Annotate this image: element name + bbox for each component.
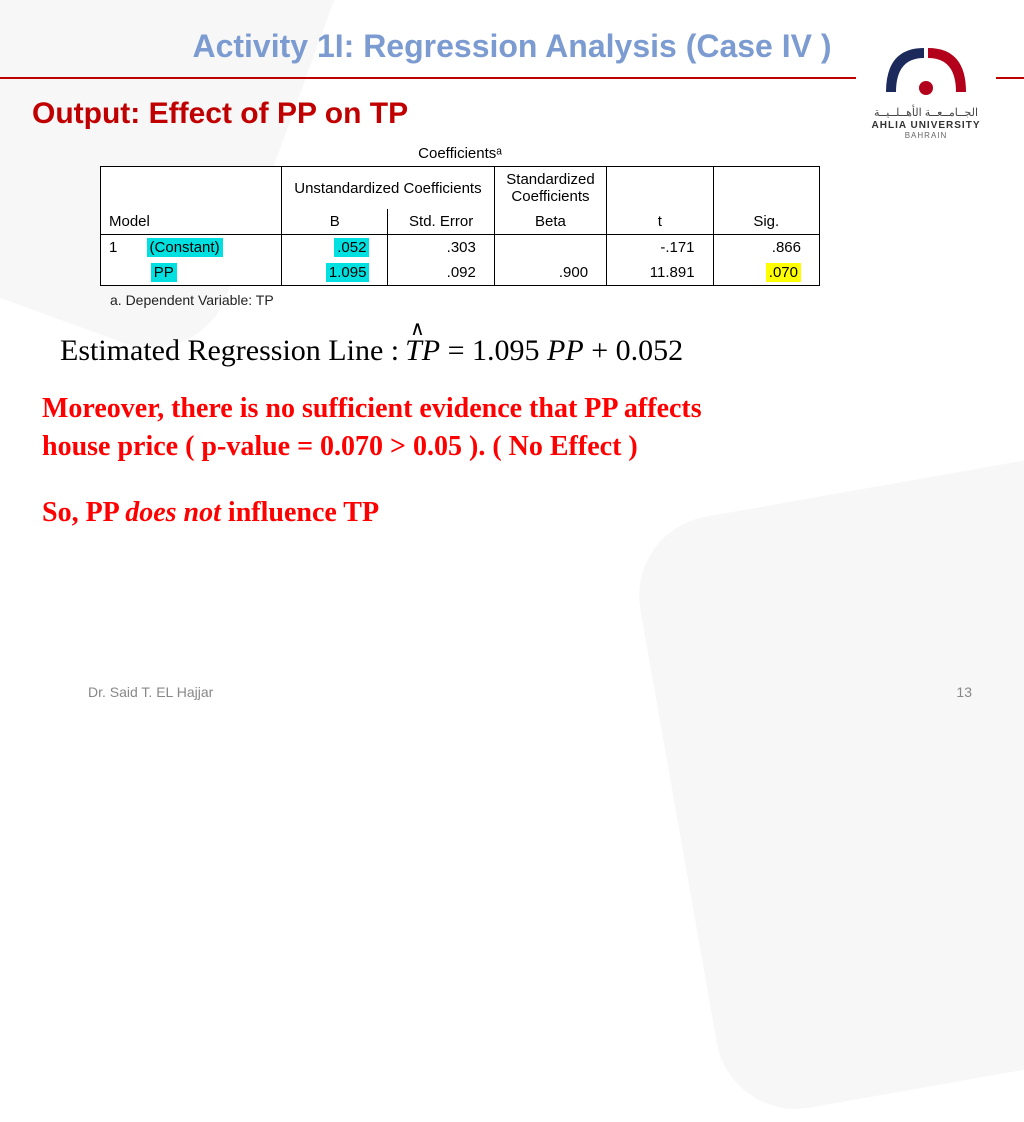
stmt2-italic: does not xyxy=(125,497,221,528)
cell-model-constant: 1 (Constant) xyxy=(101,235,282,261)
stmt2-pre: So, PP xyxy=(42,497,125,528)
table-row: PP 1.095 .092 .900 11.891 .070 xyxy=(101,260,820,286)
cell-b-pp: 1.095 xyxy=(281,260,387,286)
row-label-constant: (Constant) xyxy=(147,238,223,257)
logo-mark-icon xyxy=(856,42,996,104)
eq-var1: PP xyxy=(540,334,584,367)
val-b-constant: .052 xyxy=(334,238,369,257)
col-header-model: Model xyxy=(101,167,282,235)
eq-plus: + xyxy=(584,334,616,367)
col-header-se: Std. Error xyxy=(388,209,494,235)
cell-t-pp: 11.891 xyxy=(607,260,713,286)
cell-b-constant: .052 xyxy=(281,235,387,261)
equation-formula: ∧ TP = 1.095 PP + 0.052 xyxy=(405,334,683,368)
logo-english-text: AHLIA UNIVERSITY xyxy=(856,120,996,131)
coefficients-table: Model Unstandardized Coefficients Standa… xyxy=(100,166,820,286)
cell-beta-constant xyxy=(494,235,606,261)
row-label-pp: PP xyxy=(151,263,177,282)
cell-sig-pp: .070 xyxy=(713,260,819,286)
val-b-pp: 1.095 xyxy=(326,263,370,282)
val-sig-pp: .070 xyxy=(766,263,801,282)
cell-se-pp: .092 xyxy=(388,260,494,286)
conclusion-statement-2: So, PP does not influence TP xyxy=(42,494,942,532)
equation-label: Estimated Regression Line : xyxy=(60,334,399,368)
eq-equals: = xyxy=(440,334,472,367)
regression-equation: Estimated Regression Line : ∧ TP = 1.095… xyxy=(60,334,1024,368)
col-header-unstd: Unstandardized Coefficients xyxy=(281,167,494,210)
logo-sub-text: BAHRAIN xyxy=(856,131,996,140)
footer-page-number: 13 xyxy=(956,684,972,700)
hat-symbol: ∧ xyxy=(410,316,425,341)
logo-arabic-text: الجــامــعــة الأهــلــيــة xyxy=(856,106,996,119)
footer-author: Dr. Said T. EL Hajjar xyxy=(88,684,213,700)
cell-sig-constant: .866 xyxy=(713,235,819,261)
eq-coef1: 1.095 xyxy=(472,334,540,367)
table-footnote: a. Dependent Variable: TP xyxy=(110,292,820,308)
cell-model-pp: PP xyxy=(101,260,282,286)
col-header-sig: Sig. xyxy=(713,167,819,235)
university-logo: الجــامــعــة الأهــلــيــة AHLIA UNIVER… xyxy=(856,42,996,140)
conclusion-statement-1: Moreover, there is no sufficient evidenc… xyxy=(42,390,942,466)
col-header-std: Standardized Coefficients xyxy=(494,167,606,210)
cell-se-constant: .303 xyxy=(388,235,494,261)
table-title: Coefficientsᵃ xyxy=(100,145,820,162)
cell-beta-pp: .900 xyxy=(494,260,606,286)
coefficients-table-wrap: Coefficientsᵃ Model Unstandardized Coeff… xyxy=(100,145,820,308)
col-header-beta: Beta xyxy=(494,209,606,235)
stmt1-line2: house price ( p-value = 0.070 > 0.05 ). … xyxy=(42,428,942,466)
cell-t-constant: -.171 xyxy=(607,235,713,261)
eq-coef2: 0.052 xyxy=(616,334,684,367)
stmt1-line1: Moreover, there is no sufficient evidenc… xyxy=(42,390,942,428)
col-header-t: t xyxy=(607,167,713,235)
model-num: 1 xyxy=(109,239,117,256)
stmt2-post: influence TP xyxy=(221,497,379,528)
table-row: 1 (Constant) .052 .303 -.171 .866 xyxy=(101,235,820,261)
col-header-b: B xyxy=(281,209,387,235)
